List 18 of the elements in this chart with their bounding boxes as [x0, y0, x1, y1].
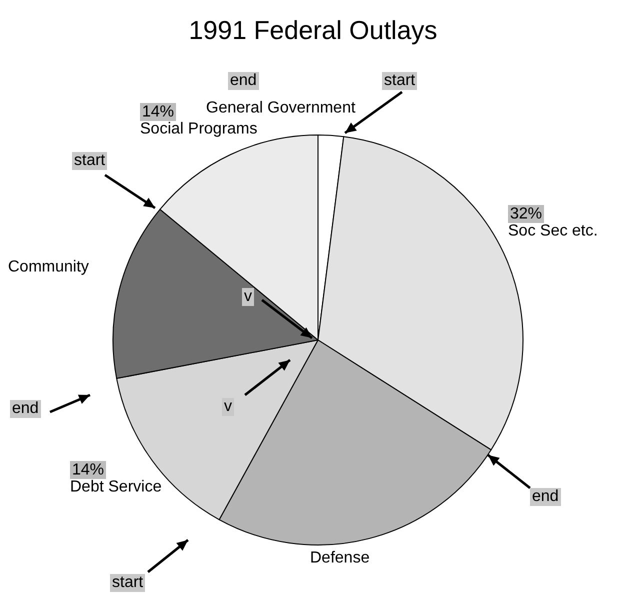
slice-label: General Government [206, 100, 356, 116]
text: start [382, 72, 418, 90]
data-label: 32% [510, 206, 542, 222]
text: start [72, 152, 108, 170]
slice-label: Debt Service [70, 478, 162, 496]
slice-label: Community [8, 258, 89, 276]
text: end [10, 400, 41, 418]
text: end [228, 72, 259, 90]
slice-label: Defense [310, 550, 370, 566]
text: end [530, 488, 561, 506]
slice-label: Social Programs [140, 120, 258, 138]
data-label: 14% [72, 462, 104, 478]
slice-label: Soc Sec etc. [508, 222, 598, 240]
text: v [222, 398, 234, 416]
text: start [110, 574, 146, 592]
data-label: 14% [142, 104, 174, 120]
chart-title: 1991 Federal Outlays [188, 15, 438, 45]
text: v [242, 288, 254, 306]
